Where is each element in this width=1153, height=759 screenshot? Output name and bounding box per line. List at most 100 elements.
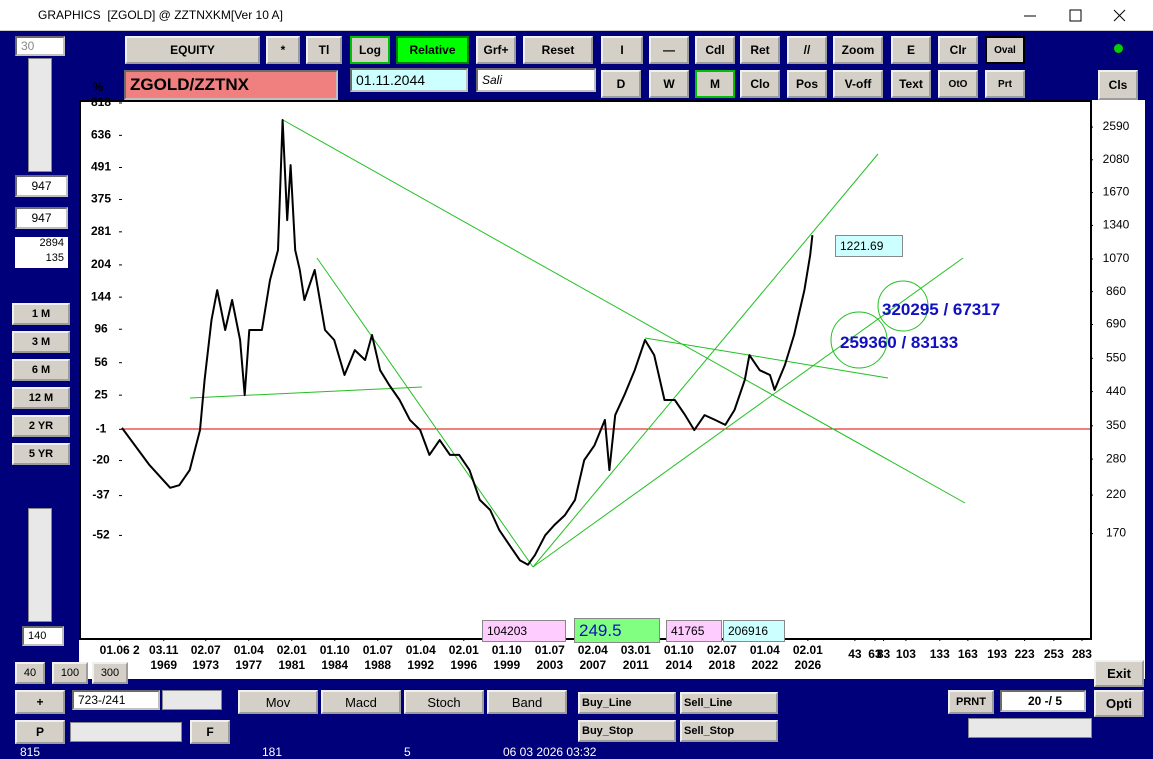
toolbar-button[interactable]: I [601, 36, 643, 64]
toolbar-button[interactable]: W [649, 70, 689, 98]
toolbar-button[interactable]: Grf+ [476, 36, 516, 64]
x-tick-label: 103 [895, 647, 916, 661]
y-tick-label: -52 [92, 528, 110, 542]
toolbar-button[interactable]: V-off [833, 70, 883, 98]
y2-tick-label: 860 [1106, 284, 1126, 298]
y2-tick-label: 1670 [1103, 185, 1130, 199]
toolbar-button[interactable]: Relative [396, 36, 469, 64]
y-tick-label: 375 [91, 192, 111, 206]
period-button[interactable]: 1 M [12, 303, 70, 325]
zoom-button[interactable]: 300 [92, 662, 128, 684]
print-button[interactable]: PRNT [948, 690, 994, 714]
y-tick-label: 96 [94, 321, 108, 335]
scrollbar[interactable] [28, 508, 52, 622]
bottom-value[interactable]: 140 [22, 626, 64, 646]
action-button[interactable]: Opti [1094, 690, 1144, 717]
x-tick-label: 193 [987, 647, 1008, 661]
toolbar-button[interactable]: Reset [523, 36, 593, 64]
control-button[interactable]: P [15, 720, 65, 744]
indicator-button[interactable]: Mov [238, 690, 318, 714]
status-text: 06 03 2026 03:32 [503, 745, 597, 759]
period-button[interactable]: 12 M [12, 387, 70, 409]
step-field[interactable]: 20 -/ 5 [1000, 690, 1086, 712]
x-tick-label: 02.01 1981 [276, 643, 307, 672]
toolbar-button[interactable]: EQUITY [125, 36, 260, 64]
toolbar-button[interactable]: D [601, 70, 641, 98]
y2-tick-label: 440 [1106, 384, 1126, 398]
control-button[interactable]: F [190, 720, 230, 744]
info-field: 2894 [15, 237, 68, 253]
y-tick-label: -37 [92, 488, 110, 502]
checkbox-label[interactable]: Buy_Stop [578, 720, 676, 742]
top-value[interactable]: 30 [15, 36, 65, 56]
toolbar-button[interactable]: Zoom [833, 36, 883, 64]
toolbar-button[interactable]: Tl [306, 36, 342, 64]
y-tick-label: 144 [91, 289, 111, 303]
toolbar-button[interactable]: M [695, 70, 735, 98]
toolbar-button[interactable]: // [787, 36, 827, 64]
toolbar-button[interactable]: Cdl [695, 36, 735, 64]
toolbar-button[interactable]: Cls [1098, 70, 1138, 100]
window-controls[interactable] [1010, 0, 1153, 31]
checkbox-label[interactable]: Buy_Line [578, 692, 676, 714]
period-button[interactable]: 5 YR [12, 443, 70, 465]
y-axis-label: % [93, 80, 104, 94]
indicator-button[interactable]: Stoch [404, 690, 484, 714]
x-tick-label: 02.04 2007 [577, 643, 608, 672]
x-tick-label: 01.04 2022 [749, 643, 780, 672]
value-field: 947 [15, 207, 68, 229]
stat-box: 104203 [482, 620, 566, 642]
indicator-button[interactable]: Band [487, 690, 567, 714]
status-text: 5 [404, 745, 411, 759]
toolbar-button[interactable]: Pos [787, 70, 827, 98]
checkbox-label[interactable]: Sell_Line [680, 692, 778, 714]
y2-tick-label: 1340 [1103, 218, 1130, 232]
x-tick-label: 01.04 1977 [233, 643, 264, 672]
scrollbar[interactable] [968, 718, 1092, 738]
y2-tick-label: 1070 [1103, 251, 1130, 265]
value-field: 947 [15, 175, 68, 197]
toolbar-button[interactable]: Log [350, 36, 390, 64]
count-label: 320295 / 67317 [882, 300, 1001, 319]
scrollbar[interactable] [70, 722, 182, 742]
period-button[interactable]: 6 M [12, 359, 70, 381]
x-tick-label: 63 [868, 647, 882, 661]
x-tick-label: 02.07 1973 [190, 643, 221, 672]
zoom-button[interactable]: 40 [15, 662, 45, 684]
toolbar-button[interactable]: Text [891, 70, 931, 98]
toolbar-button[interactable]: Clo [740, 70, 780, 98]
y2-tick-label: 2080 [1103, 152, 1130, 166]
x-tick-label: 02.01 1996 [448, 643, 479, 672]
scrollbar[interactable] [28, 58, 52, 172]
y-tick-label: 636 [91, 128, 111, 142]
toolbar-button[interactable]: OtO [938, 70, 978, 98]
stat-box: 249.5 [574, 618, 660, 643]
x-tick-label: 01.07 2003 [534, 643, 565, 672]
toolbar-button[interactable]: * [266, 36, 300, 64]
scrollbar[interactable] [162, 690, 222, 710]
checkbox-label[interactable]: Sell_Stop [680, 720, 778, 742]
toolbar-button[interactable]: E [891, 36, 931, 64]
date-field[interactable]: 01.11.2044 [350, 68, 468, 92]
x-tick-label: 02.07 2018 [706, 643, 737, 672]
toolbar-button[interactable]: Clr [938, 36, 978, 64]
indicator-button[interactable]: Macd [321, 690, 401, 714]
zoom-button[interactable]: 100 [52, 662, 88, 684]
y2-tick-label: 690 [1106, 317, 1126, 331]
toolbar-button[interactable]: Oval [985, 36, 1025, 64]
x-tick-label: 02.01 2026 [792, 643, 823, 672]
control-button[interactable]: + [15, 690, 65, 714]
period-button[interactable]: 2 YR [12, 415, 70, 437]
period-button[interactable]: 3 M [12, 331, 70, 353]
position-field[interactable]: 723-/241 [72, 690, 160, 710]
toolbar-button[interactable]: Ret [740, 36, 780, 64]
chart-background [79, 100, 1145, 679]
trend-lines [189, 119, 966, 568]
action-button[interactable]: Exit [1094, 660, 1144, 687]
name-field[interactable]: Sali [476, 68, 596, 92]
toolbar-button[interactable]: — [649, 36, 689, 64]
toolbar-button[interactable]: Prt [985, 70, 1025, 98]
price-line [121, 119, 814, 566]
